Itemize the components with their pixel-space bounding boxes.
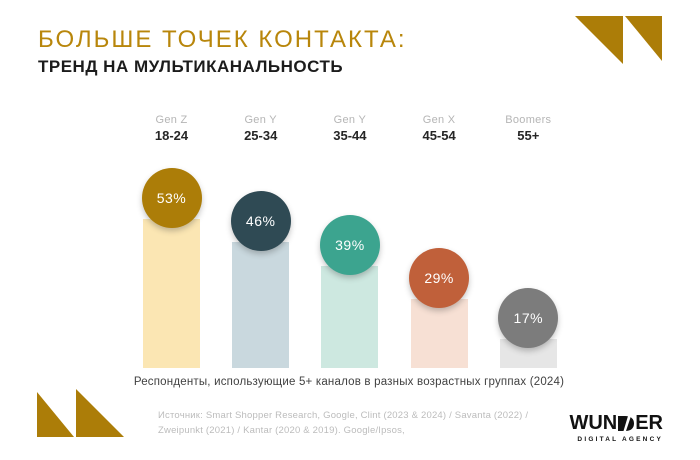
source-line: Zweipunkt (2021) / Kantar (2020 & 2019).… <box>158 424 405 436</box>
brand-triangles-icon <box>575 16 662 64</box>
logo-tagline: DIGITAL AGENCY <box>577 436 663 443</box>
brand-triangles-icon <box>37 389 124 437</box>
value-label: 39% <box>335 237 365 253</box>
generation-label: Gen Y <box>244 114 277 126</box>
value-label: 46% <box>245 213 276 229</box>
column-bar <box>143 219 200 368</box>
wordmark-left: WUN <box>569 412 618 434</box>
value-circle: 17% <box>498 288 559 348</box>
age-label: 25-34 <box>244 128 278 143</box>
value-circle: 39% <box>319 215 380 275</box>
age-label: 55+ <box>517 128 540 143</box>
wunder-logo: WUN ER DIGITAL AGENCY <box>569 412 663 443</box>
source-line: Источник: Smart Shopper Research, Google… <box>158 410 529 421</box>
age-label: 45-54 <box>422 128 456 143</box>
generation-label: Gen Y <box>333 114 367 126</box>
value-circle: 53% <box>141 168 202 228</box>
column-bar <box>410 299 468 368</box>
wunder-wordmark: WUN ER <box>569 412 663 435</box>
generation-label: Gen Z <box>155 114 188 126</box>
value-circle: 46% <box>230 191 291 251</box>
value-label: 29% <box>424 270 454 286</box>
column-bar <box>321 266 379 368</box>
age-label: 35-44 <box>333 128 367 143</box>
value-label: 53% <box>156 190 187 206</box>
generation-label: Gen X <box>422 114 456 126</box>
generation-label: Boomers <box>505 114 552 126</box>
page-title: БОЛЬШЕ ТОЧЕК КОНТАКТА: <box>38 26 407 53</box>
wordmark-right: ER <box>635 412 663 434</box>
value-circle: 29% <box>409 248 470 308</box>
column-bar <box>232 242 290 368</box>
chart-caption: Респонденты, использующие 5+ каналов в р… <box>133 376 565 388</box>
value-label: 17% <box>513 310 544 326</box>
wunder-d-icon <box>618 416 635 431</box>
page-subtitle: ТРЕНД НА МУЛЬТИКАНАЛЬНОСТЬ <box>38 57 344 76</box>
source-note: Источник: Smart Shopper Research, Google… <box>158 409 558 438</box>
age-label: 18-24 <box>154 128 189 143</box>
